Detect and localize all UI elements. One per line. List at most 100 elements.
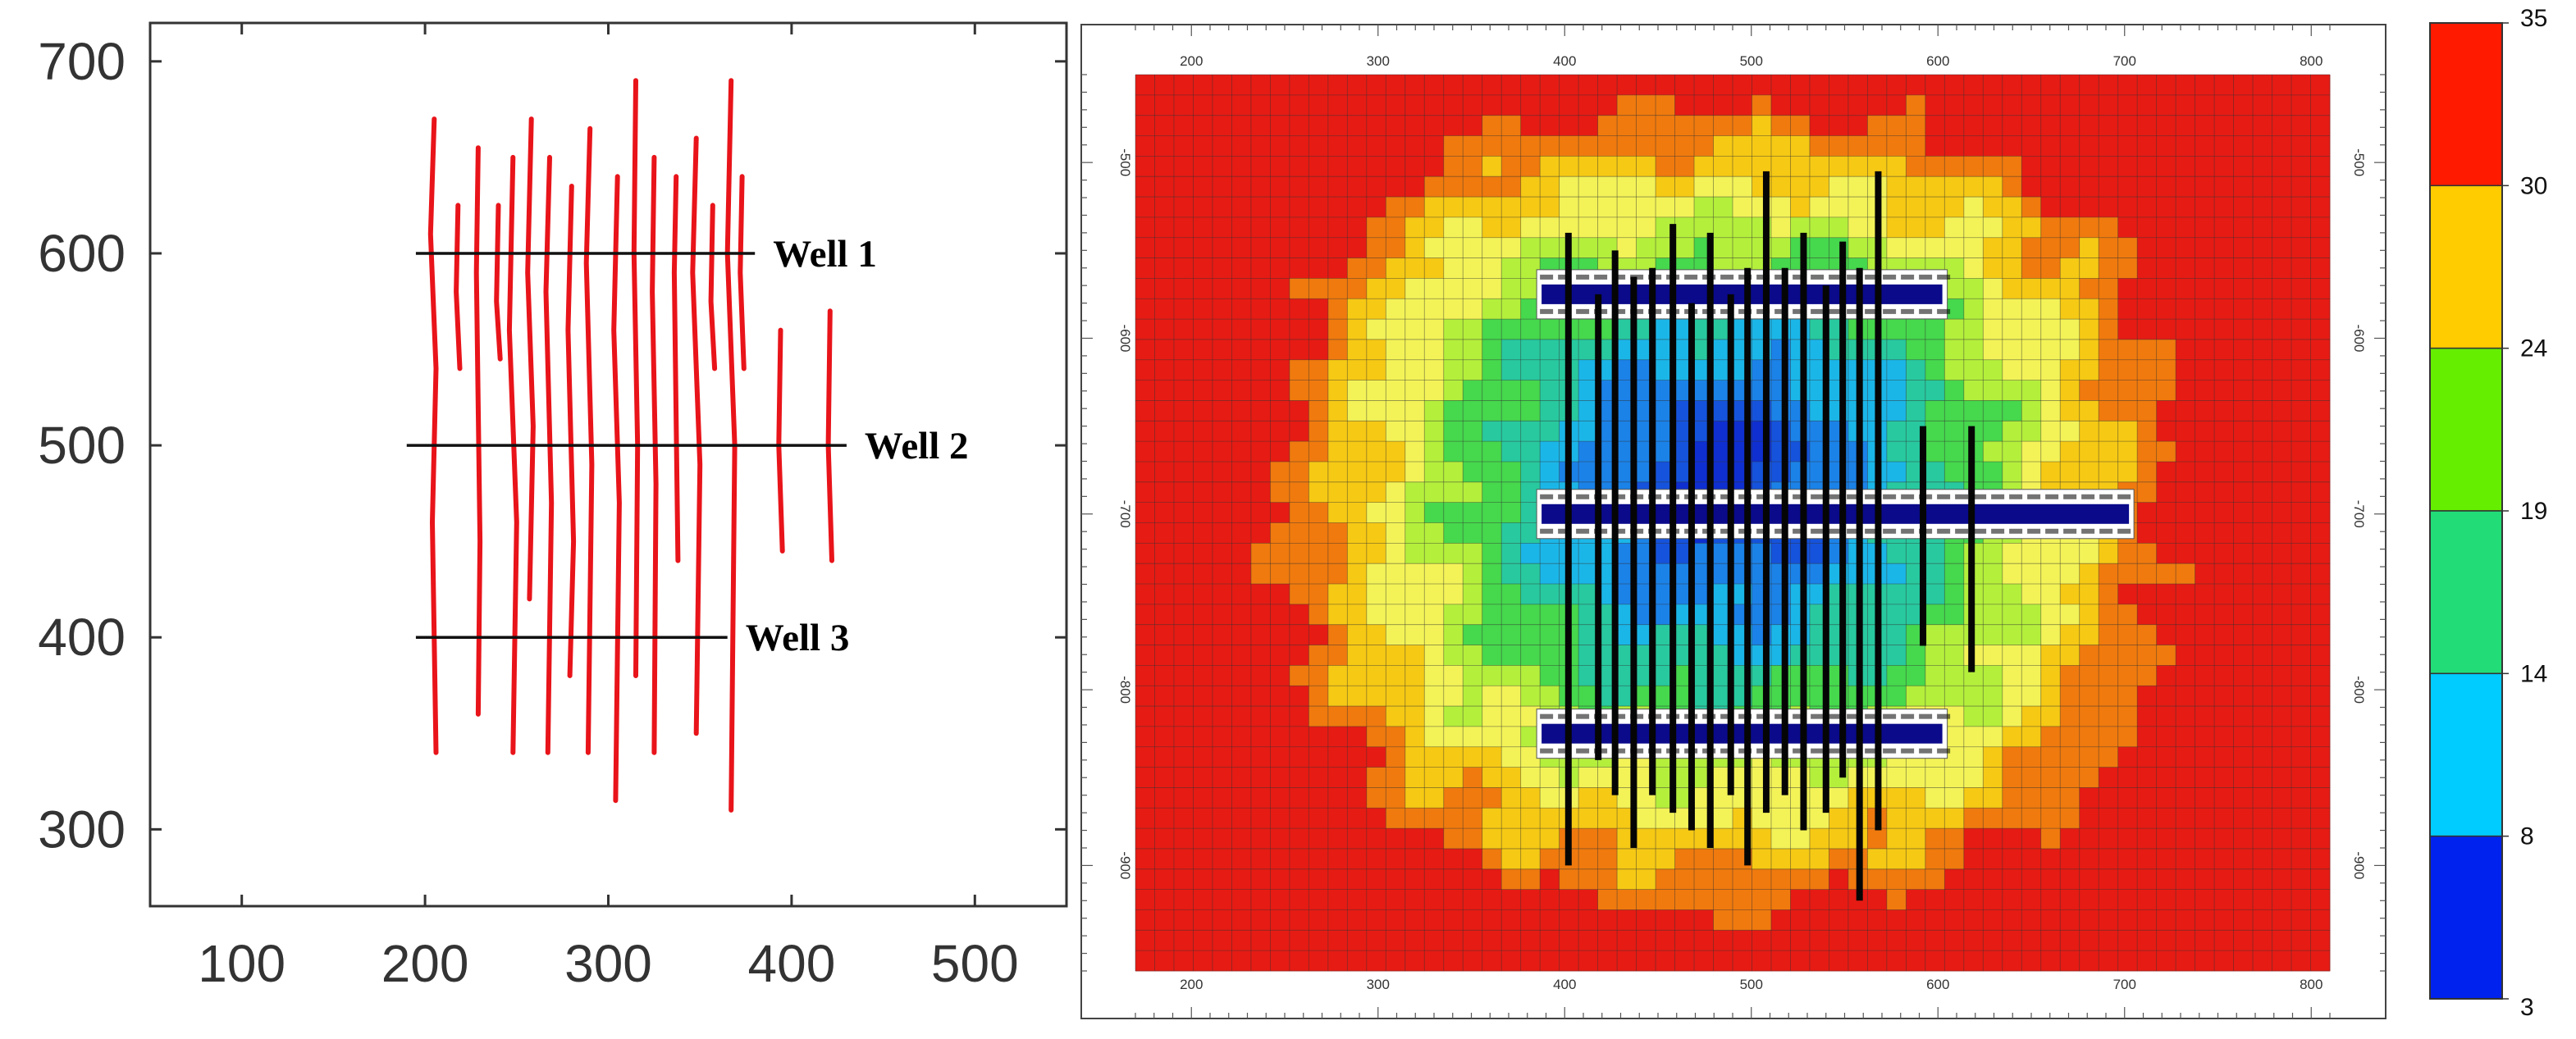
cell-33-1 [1154, 746, 1175, 768]
cell-1-51 [2117, 94, 2138, 116]
cell-31-56 [2214, 706, 2234, 727]
cell-4-13 [1386, 156, 1406, 177]
cell-31-53 [2156, 706, 2176, 727]
cell-40-38 [1867, 889, 1888, 910]
cell-21-56 [2214, 502, 2234, 523]
cell-19-5 [1231, 461, 1252, 483]
cell-25-41 [1925, 584, 1945, 605]
cell-39-49 [2079, 868, 2099, 891]
cell-22-12 [1366, 522, 1386, 544]
cell-7-3 [1193, 216, 1213, 239]
cell-3-32 [1752, 135, 1772, 157]
cell-7-16 [1443, 216, 1464, 239]
cell-1-48 [2060, 94, 2080, 116]
cell-19-15 [1424, 461, 1445, 483]
cell-34-14 [1404, 767, 1425, 788]
cell-21-2 [1173, 502, 1194, 523]
cell-19-58 [2253, 461, 2272, 483]
cell-27-6 [1250, 624, 1271, 645]
fracture-line-2 [454, 203, 463, 371]
cell-39-36 [1829, 868, 1849, 891]
cell-3-56 [2214, 135, 2234, 157]
cell-13-20 [1520, 339, 1541, 361]
cell-38-33 [1770, 848, 1791, 870]
cell-23-52 [2137, 543, 2158, 564]
cell-10-0 [1135, 278, 1155, 299]
cell-0-27 [1656, 75, 1675, 96]
cell-10-50 [2099, 278, 2119, 299]
cell-14-39 [1886, 359, 1907, 381]
cell-31-16 [1443, 706, 1464, 727]
cell-28-56 [2214, 645, 2234, 666]
cell-5-10 [1327, 176, 1348, 198]
cell-18-53 [2156, 441, 2176, 463]
cell-16-20 [1520, 400, 1541, 422]
cell-10-45 [2002, 278, 2022, 299]
cell-35-2 [1173, 787, 1194, 809]
cell-30-2 [1173, 686, 1194, 707]
cell-19-50 [2099, 461, 2119, 483]
cell-9-59 [2272, 257, 2292, 279]
cell-15-1 [1154, 380, 1175, 401]
well-dash-1-1 [1937, 308, 1951, 314]
cell-18-15 [1424, 441, 1445, 463]
well-dash-2-0 [2027, 494, 2041, 499]
cell-12-12 [1366, 319, 1386, 340]
cell-8-23 [1578, 237, 1599, 258]
cell-36-59 [2272, 808, 2292, 829]
cell-11-52 [2137, 298, 2158, 320]
cell-32-17 [1463, 726, 1483, 748]
cell-17-56 [2214, 421, 2234, 442]
cell-4-54 [2176, 156, 2196, 177]
cell-1-15 [1424, 94, 1445, 116]
cell-23-13 [1386, 543, 1406, 564]
cell-42-24 [1597, 930, 1618, 951]
cell-43-28 [1674, 950, 1695, 972]
cell-26-53 [2156, 604, 2176, 626]
cell-12-17 [1463, 319, 1483, 340]
cell-41-31 [1733, 909, 1752, 931]
cell-38-29 [1694, 848, 1714, 870]
cell-26-59 [2272, 604, 2292, 626]
cell-20-8 [1289, 481, 1309, 504]
cell-43-58 [2253, 950, 2272, 972]
cell-4-7 [1270, 156, 1290, 177]
fracture-line-16 [724, 78, 738, 813]
cell-6-35 [1809, 197, 1829, 218]
cell-13-51 [2117, 339, 2138, 361]
cell-25-61 [2310, 584, 2331, 605]
well-dash-2-0 [2117, 494, 2131, 499]
cell-12-0 [1135, 319, 1155, 340]
cell-8-60 [2291, 237, 2311, 258]
cell-26-15 [1424, 604, 1445, 626]
cell-41-28 [1674, 909, 1695, 931]
cell-8-17 [1463, 237, 1483, 258]
cell-10-59 [2272, 278, 2292, 299]
cell-28-12 [1366, 645, 1386, 666]
cell-6-45 [2002, 197, 2022, 218]
cell-6-12 [1366, 197, 1386, 218]
cell-3-54 [2176, 135, 2196, 157]
cell-29-6 [1250, 665, 1271, 686]
colorbar-band-6 [2429, 835, 2503, 1000]
cell-34-54 [2176, 767, 2196, 788]
cell-26-55 [2195, 604, 2215, 626]
well-dash-3-1 [1720, 748, 1734, 754]
well-dash-1-1 [1829, 308, 1843, 314]
cell-27-14 [1404, 624, 1425, 645]
cell-30-61 [2310, 686, 2331, 707]
cell-7-61 [2310, 216, 2331, 239]
cell-43-26 [1636, 950, 1656, 972]
cell-40-50 [2099, 889, 2119, 910]
cell-0-47 [2040, 75, 2061, 96]
cell-25-50 [2099, 584, 2119, 605]
cell-17-17 [1463, 421, 1483, 442]
cell-19-3 [1193, 461, 1213, 483]
cell-0-58 [2253, 75, 2272, 96]
cell-14-60 [2291, 359, 2311, 381]
cell-19-45 [2002, 461, 2022, 483]
cell-11-44 [1983, 298, 2003, 320]
cell-23-59 [2272, 543, 2292, 564]
cell-31-59 [2272, 706, 2292, 727]
